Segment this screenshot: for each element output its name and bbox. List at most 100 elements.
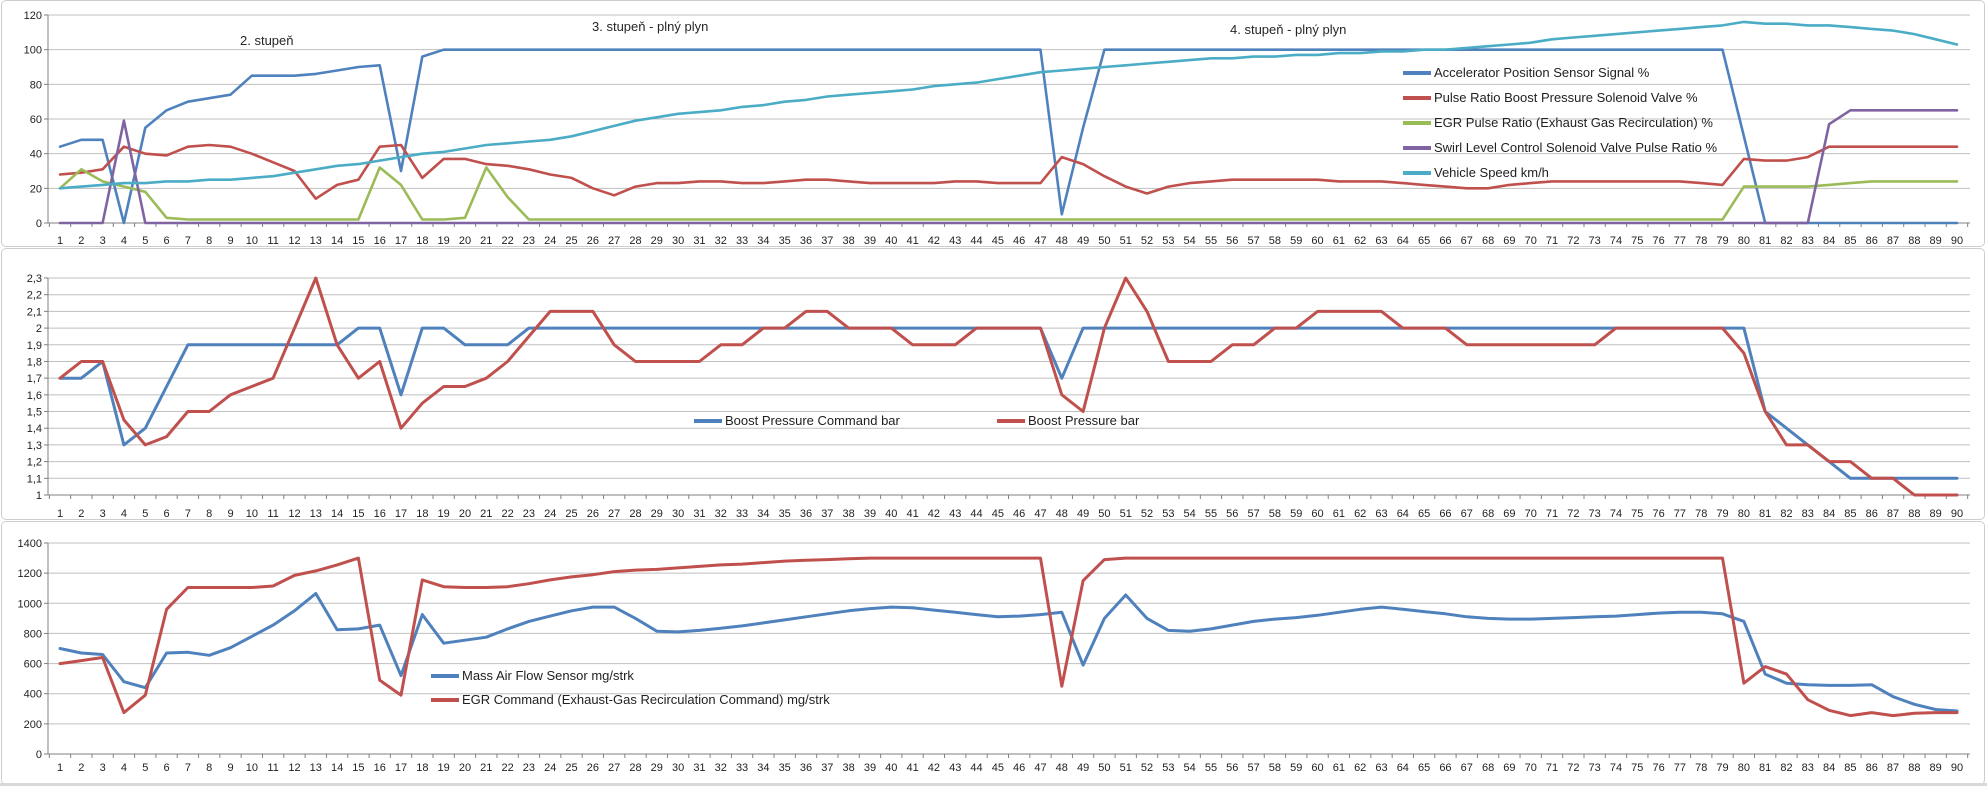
x-axis-label: 54 [1184, 508, 1196, 520]
x-axis-label: 53 [1162, 508, 1174, 520]
x-axis-label: 60 [1311, 762, 1323, 774]
y-axis-label: 1,7 [27, 373, 42, 385]
y-axis-label: 60 [30, 114, 42, 126]
x-axis-label: 11 [267, 508, 278, 520]
legend-item-pulse-ratio-boost-pressure-solenoid-valve[interactable]: Pulse Ratio Boost Pressure Solenoid Valv… [1403, 90, 1698, 105]
x-axis-label: 5 [142, 508, 148, 520]
x-axis-label: 13 [310, 762, 322, 774]
x-axis-label: 31 [693, 508, 705, 520]
legend-item-accelerator-position-sensor-signal[interactable]: Accelerator Position Sensor Signal % [1403, 65, 1650, 80]
x-axis-label: 84 [1823, 508, 1835, 520]
chart-annotation: 2. stupeň [240, 33, 294, 48]
y-axis-label: 120 [24, 10, 42, 22]
x-axis-label: 65 [1418, 235, 1430, 247]
x-axis-label: 60 [1311, 235, 1323, 247]
x-axis-label: 4 [121, 762, 127, 774]
x-axis-label: 37 [821, 508, 833, 520]
x-axis-label: 4 [121, 235, 127, 247]
legend-item-swirl-level-control-solenoid-valve-pulse-ratio[interactable]: Swirl Level Control Solenoid Valve Pulse… [1403, 140, 1717, 155]
x-axis-label: 69 [1503, 508, 1515, 520]
x-axis-label: 57 [1247, 762, 1259, 774]
x-axis-label: 85 [1844, 508, 1856, 520]
legend-label: Swirl Level Control Solenoid Valve Pulse… [1434, 140, 1717, 155]
x-axis-label: 82 [1780, 762, 1792, 774]
x-axis-label: 89 [1930, 762, 1942, 774]
x-axis-label: 18 [416, 508, 428, 520]
legend-item-boost-pressure-bar[interactable]: Boost Pressure bar [997, 413, 1140, 428]
x-axis-label: 6 [164, 508, 170, 520]
series-line-pulse-ratio-boost-pressure-solenoid-valve[interactable] [58, 143, 1959, 200]
x-axis-label: 22 [501, 508, 513, 520]
x-axis-label: 68 [1482, 762, 1494, 774]
x-axis-label: 51 [1120, 508, 1132, 520]
x-axis-label: 50 [1098, 508, 1110, 520]
x-axis-label: 78 [1695, 508, 1707, 520]
x-axis-label: 57 [1247, 235, 1259, 247]
legend-label: Pulse Ratio Boost Pressure Solenoid Valv… [1434, 90, 1698, 105]
y-axis-label: 1400 [18, 538, 42, 550]
series-line-egr-pulse-ratio-exhaust-gas-recirculation[interactable] [58, 166, 1959, 221]
x-axis-label: 52 [1141, 235, 1153, 247]
series-line-swirl-level-control-solenoid-valve-pulse-ratio[interactable] [58, 109, 1959, 225]
chart-mass-air-flow-egr-panel: 0 200 400 600 800 1000 1200 1400 1 2 3 4 5 6 7 8 9 10 11 12… [1, 521, 1985, 785]
series-line-mass-air-flow-sensor-mg-strk[interactable] [58, 592, 1959, 713]
x-axis-label: 18 [416, 235, 428, 247]
y-axis-label: 2,2 [27, 290, 42, 302]
x-axis-label: 84 [1823, 762, 1835, 774]
x-axis-label: 15 [352, 762, 364, 774]
legend-item-vehicle-speed-km-h[interactable]: Vehicle Speed km/h [1403, 165, 1549, 180]
chart-pedal-valves-speed-panel: 0 20 40 60 80 100 120 1 2 3 4 5 6 7 8 9 10 11 12 13 14 15 16 17… [1, 0, 1985, 247]
series-line-vehicle-speed-km-h[interactable] [58, 20, 1959, 190]
x-axis-label: 90 [1951, 762, 1963, 774]
x-axis-label: 2 [78, 508, 84, 520]
x-axis-label: 58 [1269, 235, 1281, 247]
x-axis-label: 74 [1610, 762, 1622, 774]
x-axis-label: 29 [651, 762, 663, 774]
x-axis-label: 72 [1567, 235, 1579, 247]
x-axis-label: 45 [992, 508, 1004, 520]
legend-label: Mass Air Flow Sensor mg/strk [462, 668, 634, 683]
y-axis-label: 1,6 [27, 390, 42, 402]
x-axis-label: 27 [608, 508, 620, 520]
y-axis-label: 800 [24, 628, 42, 640]
series-line-egr-command-exhaust-gas-recirculation-command-mg-strk[interactable] [58, 556, 1959, 718]
x-axis-label: 48 [1056, 508, 1068, 520]
x-axis-label: 32 [715, 762, 727, 774]
x-axis-label: 34 [757, 762, 769, 774]
legend-item-boost-pressure-command-bar[interactable]: Boost Pressure Command bar [694, 413, 901, 428]
x-axis-label: 39 [864, 762, 876, 774]
x-axis-label: 9 [227, 762, 233, 774]
legend-item-mass-air-flow-sensor-mg-strk[interactable]: Mass Air Flow Sensor mg/strk [431, 668, 634, 683]
x-axis-label: 48 [1056, 235, 1068, 247]
x-axis-label: 47 [1034, 762, 1046, 774]
x-axis-label: 1 [57, 235, 63, 247]
x-axis-label: 25 [565, 762, 577, 774]
x-axis-label: 46 [1013, 762, 1025, 774]
x-axis-label: 6 [164, 762, 170, 774]
x-axis-label: 56 [1226, 508, 1238, 520]
x-axis-label: 10 [246, 508, 258, 520]
series-line-boost-pressure-bar[interactable] [58, 276, 1959, 497]
x-axis-label: 9 [227, 235, 233, 247]
x-axis-label: 90 [1951, 235, 1963, 247]
series-line-boost-pressure-command-bar[interactable] [58, 326, 1959, 480]
series-line-accelerator-position-sensor-signal[interactable] [58, 48, 1959, 225]
x-axis-label: 70 [1525, 508, 1537, 520]
x-axis-label: 36 [800, 235, 812, 247]
legend-item-egr-command-exhaust-gas-recirculation-command-mg-strk[interactable]: EGR Command (Exhaust-Gas Recirculation C… [431, 692, 830, 707]
x-axis-label: 54 [1184, 762, 1196, 774]
x-axis-label: 32 [715, 508, 727, 520]
legend-item-egr-pulse-ratio-exhaust-gas-recirculation[interactable]: EGR Pulse Ratio (Exhaust Gas Recirculati… [1403, 115, 1713, 130]
x-axis-label: 85 [1844, 762, 1856, 774]
x-axis-label: 81 [1759, 508, 1771, 520]
y-axis-label: 1200 [18, 568, 42, 580]
x-axis-label: 78 [1695, 762, 1707, 774]
x-axis-label: 68 [1482, 508, 1494, 520]
x-axis-label: 25 [565, 235, 577, 247]
x-axis-label: 10 [246, 235, 258, 247]
x-axis-label: 75 [1631, 235, 1643, 247]
x-axis-label: 2 [78, 235, 84, 247]
x-axis-label: 77 [1674, 235, 1686, 247]
x-axis-label: 83 [1802, 235, 1814, 247]
x-axis-label: 61 [1333, 762, 1345, 774]
